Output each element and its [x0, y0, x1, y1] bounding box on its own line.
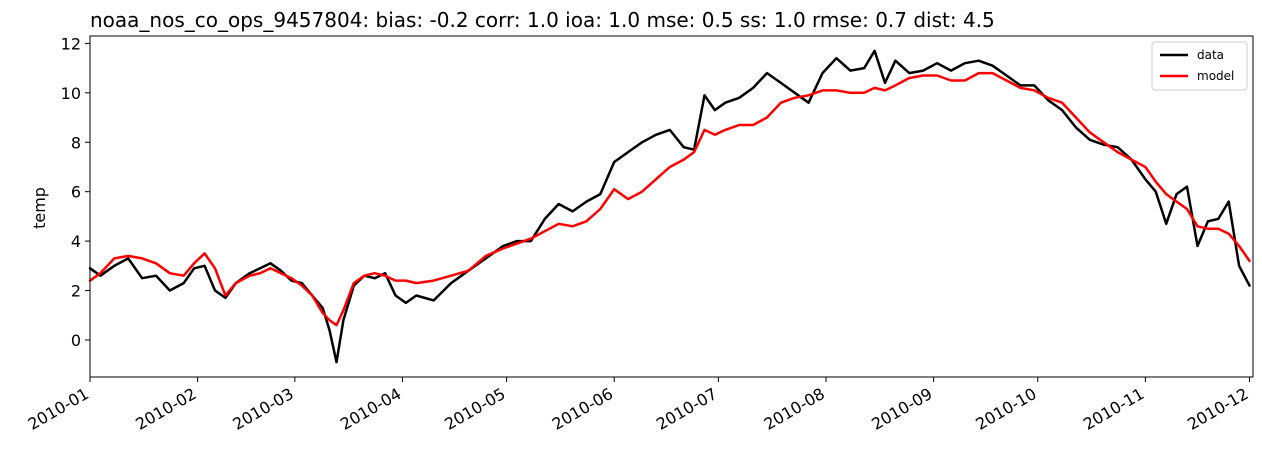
legend-label-data: data [1197, 48, 1224, 62]
x-tick-label: 2010-06 [549, 384, 616, 434]
y-tick-label: 2 [71, 282, 81, 301]
x-tick-label: 2010-03 [229, 384, 296, 434]
plot-area [88, 49, 1251, 364]
x-tick-label: 2010-02 [132, 384, 199, 434]
x-tick-label: 2010-07 [653, 384, 720, 434]
chart-title: noaa_nos_co_ops_9457804: bias: -0.2 corr… [90, 8, 995, 32]
y-tick-label: 8 [71, 133, 81, 152]
x-tick-label: 2010-08 [761, 384, 828, 434]
x-axis: 2010-01 2010-02 2010-03 2010-04 2010-05 2010-… [25, 377, 1252, 434]
axes-frame [89, 35, 1254, 378]
series-line-model [88, 71, 1251, 327]
x-tick-label: 2010-11 [1080, 384, 1147, 434]
series-line-data [88, 49, 1251, 364]
x-tick-label: 2010-12 [1184, 384, 1251, 434]
y-axis: 0 2 4 6 8 10 12 [61, 34, 90, 350]
y-tick-label: 6 [71, 183, 81, 202]
x-tick-label: 2010-01 [25, 384, 92, 434]
y-tick-label: 12 [61, 34, 81, 53]
x-tick-label: 2010-10 [972, 384, 1039, 434]
y-axis-label: temp [30, 187, 49, 229]
y-tick-label: 10 [61, 84, 81, 103]
y-tick-label: 4 [71, 232, 81, 251]
legend: data model [1151, 41, 1248, 91]
x-tick-label: 2010-04 [337, 384, 404, 434]
legend-label-model: model [1197, 69, 1234, 83]
y-tick-label: 0 [71, 331, 81, 350]
x-tick-label: 2010-05 [441, 384, 508, 434]
x-tick-label: 2010-09 [868, 384, 935, 434]
